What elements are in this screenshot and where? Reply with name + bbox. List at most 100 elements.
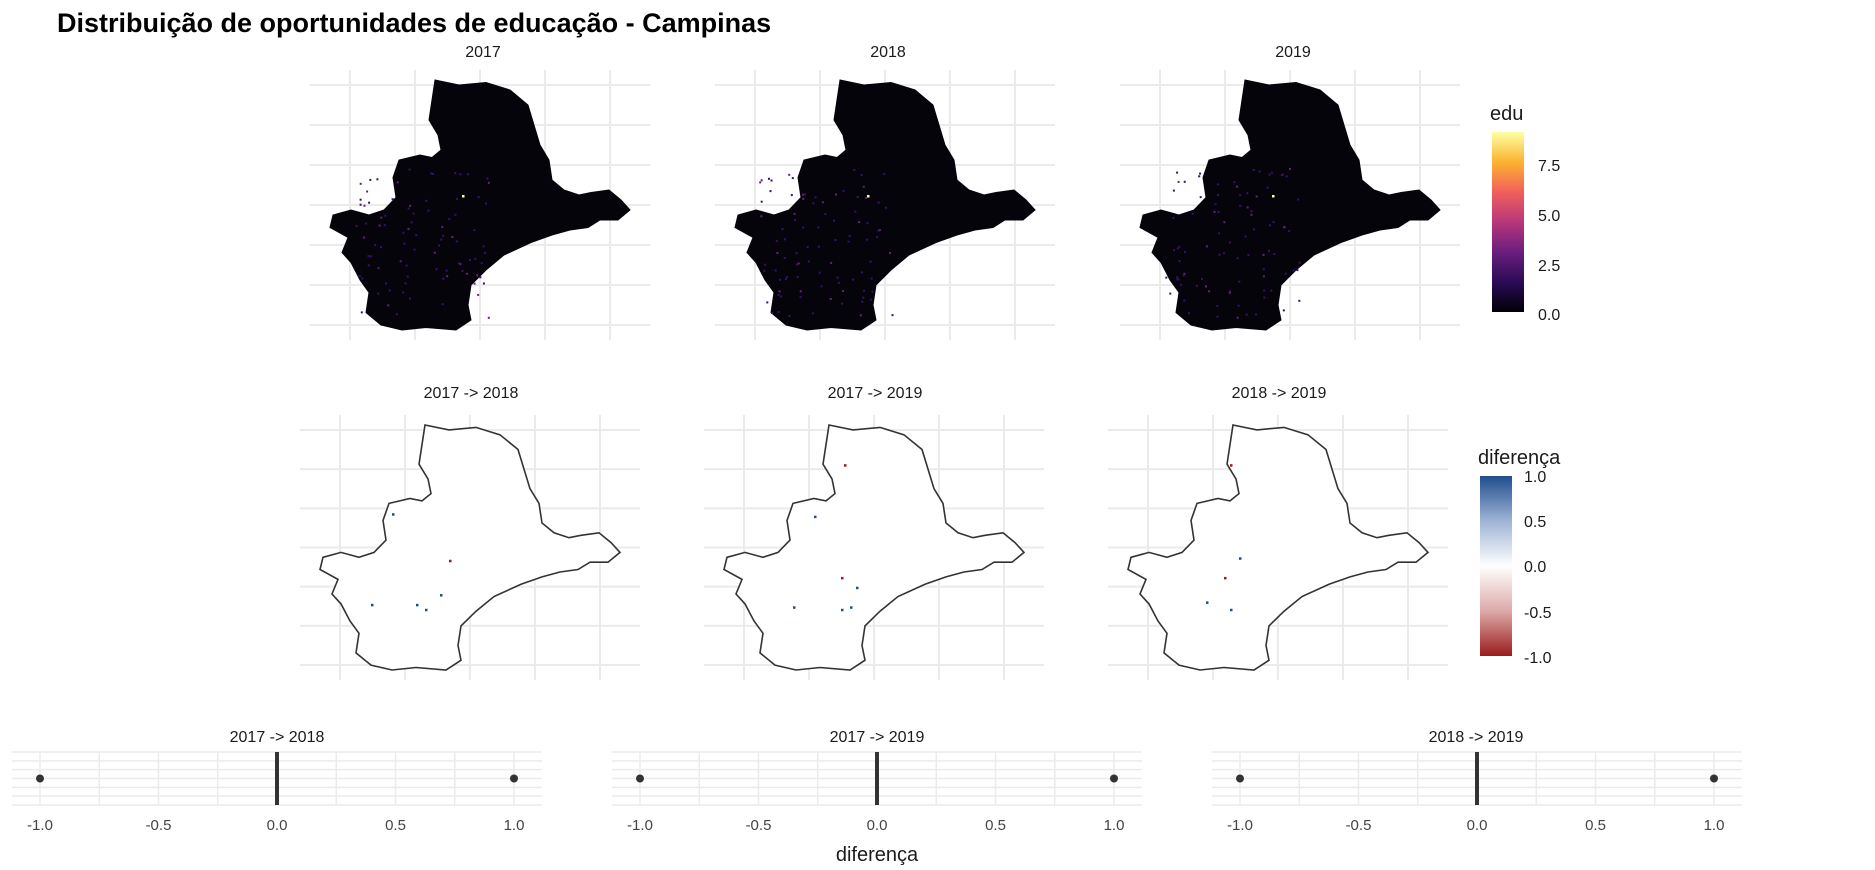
data-point bbox=[636, 774, 644, 783]
edu-map-area bbox=[1139, 79, 1441, 331]
edu-cell bbox=[793, 212, 796, 215]
edu-cell bbox=[359, 198, 362, 201]
edu-cell bbox=[771, 312, 773, 314]
edu-cell bbox=[1239, 204, 1242, 207]
edu-cell bbox=[760, 200, 763, 203]
edu-cell bbox=[848, 235, 851, 237]
difference-cell bbox=[425, 608, 428, 612]
edu-cell bbox=[474, 257, 477, 260]
edu-cell bbox=[885, 206, 887, 209]
edu-cell bbox=[374, 244, 377, 246]
edu-cell bbox=[377, 267, 379, 269]
edu-cell bbox=[806, 246, 809, 248]
edu-cell bbox=[1173, 249, 1176, 252]
panel-title-2018-2019: 2018 -> 2019 bbox=[1232, 385, 1327, 402]
difference-cell bbox=[844, 464, 847, 467]
edu-cell bbox=[817, 245, 820, 248]
edu-cell bbox=[369, 178, 372, 181]
edu-cell bbox=[760, 179, 763, 182]
panel-title-2017-2018: 2017 -> 2018 bbox=[424, 385, 519, 402]
edu-cell bbox=[1250, 213, 1253, 216]
edu-cell bbox=[791, 177, 794, 180]
edu-cell bbox=[1262, 268, 1265, 271]
x-tick-label: -1.0 bbox=[1227, 817, 1253, 834]
edu-cell bbox=[1177, 278, 1180, 281]
edu-cell bbox=[1208, 290, 1211, 293]
x-axis-title: diferença bbox=[836, 844, 919, 866]
edu-cell bbox=[1270, 171, 1273, 174]
edu-cell bbox=[415, 234, 418, 237]
edu-cell bbox=[1195, 284, 1198, 287]
edu-cell bbox=[811, 312, 814, 315]
edu-cell bbox=[841, 289, 844, 292]
edu-cell bbox=[1239, 194, 1242, 197]
edu-cell bbox=[473, 282, 476, 285]
edu-cell bbox=[355, 225, 358, 227]
edu-cell bbox=[1252, 169, 1255, 171]
edu-cell bbox=[861, 300, 864, 303]
edu-cell bbox=[1176, 171, 1179, 174]
edu-cell bbox=[479, 276, 482, 279]
edu-cell bbox=[385, 282, 387, 285]
edu-cell bbox=[377, 292, 380, 295]
diferenca-legend-title: diferença bbox=[1478, 447, 1561, 469]
scatter-panel: -1.0 -0.5 0.0 0.5 1.0 bbox=[1212, 751, 1742, 834]
edu-cell bbox=[1223, 221, 1226, 224]
edu-cell bbox=[1285, 175, 1288, 178]
edu-cell bbox=[425, 199, 428, 202]
edu-cell bbox=[465, 272, 468, 275]
edu-cell bbox=[766, 301, 769, 304]
edu-cell bbox=[363, 204, 366, 207]
edu-cell bbox=[870, 277, 873, 280]
edu-cell bbox=[1262, 275, 1265, 278]
edu-colorbar bbox=[1492, 132, 1524, 312]
difference-cell bbox=[841, 576, 844, 580]
edu-cell bbox=[769, 190, 772, 193]
edu-cell bbox=[1280, 174, 1283, 176]
edu-cell bbox=[788, 315, 791, 318]
edu-cell bbox=[1236, 257, 1239, 260]
edu-map-panel bbox=[310, 70, 650, 340]
panel-title-2019: 2019 bbox=[1275, 44, 1311, 61]
edu-cell bbox=[1169, 292, 1172, 295]
x-tick-label: -0.5 bbox=[146, 817, 172, 834]
chart-title: Distribuição de oportunidades de educaçã… bbox=[57, 8, 771, 38]
edu-cell bbox=[814, 196, 817, 199]
edu-cell bbox=[441, 225, 444, 228]
edu-cell bbox=[795, 263, 798, 266]
edu-cell bbox=[836, 276, 839, 279]
edu-cell bbox=[1252, 228, 1255, 231]
edu-cell bbox=[862, 185, 865, 188]
x-tick-label: 0.5 bbox=[985, 817, 1006, 834]
edu-cell bbox=[866, 238, 869, 241]
edu-cell bbox=[764, 263, 767, 266]
edu-cell bbox=[781, 228, 784, 231]
x-tick-label: -0.5 bbox=[746, 817, 772, 834]
edu-cell bbox=[361, 277, 364, 280]
edu-cell bbox=[1183, 272, 1186, 275]
edu-cell bbox=[487, 181, 490, 184]
edu-cell bbox=[784, 278, 787, 281]
difference-cell bbox=[449, 559, 452, 563]
edu-cell bbox=[1176, 247, 1179, 250]
edu-cell bbox=[1250, 210, 1253, 213]
edu-cell bbox=[854, 210, 857, 213]
edu-cell bbox=[817, 226, 820, 229]
difference-map-outline bbox=[1127, 424, 1430, 671]
difference-cell bbox=[1224, 576, 1227, 580]
edu-cell bbox=[461, 269, 464, 272]
edu-cell bbox=[1245, 313, 1248, 316]
edu-cell bbox=[1199, 196, 1202, 199]
edu-cell bbox=[877, 201, 880, 204]
edu-cell bbox=[1214, 203, 1217, 206]
scatter-title-2018-2019: 2018 -> 2019 bbox=[1429, 729, 1524, 746]
edu-cell bbox=[467, 173, 470, 176]
edu-cell bbox=[407, 227, 410, 230]
edu-cell bbox=[455, 240, 458, 243]
edu-cell bbox=[1236, 316, 1239, 319]
edu-cell bbox=[384, 214, 387, 217]
difference-map-panel bbox=[704, 415, 1044, 680]
edu-cell bbox=[847, 240, 850, 243]
edu-legend-tick: 7.5 bbox=[1538, 158, 1560, 175]
